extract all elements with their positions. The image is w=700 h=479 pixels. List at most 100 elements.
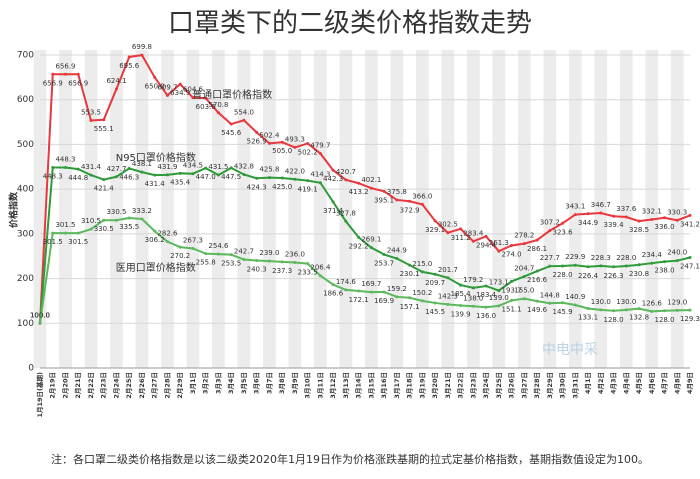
data-label: 172.1 (349, 296, 369, 304)
data-label: 447.0 (196, 173, 216, 181)
data-label: 502.4 (259, 131, 280, 139)
x-tick-label: 3月1日 (189, 372, 197, 394)
point (573, 263, 577, 267)
point (433, 219, 437, 223)
data-label: 138.0 (463, 294, 483, 302)
point (637, 219, 641, 223)
x-tick-label: 3月3日 (214, 372, 222, 394)
series-line (39, 54, 691, 324)
data-label: 204.7 (514, 264, 534, 272)
data-label: 292.2 (349, 242, 369, 250)
point (433, 301, 437, 305)
data-label: 438.1 (132, 160, 152, 168)
data-label: 255.8 (196, 259, 216, 267)
data-label: 604.6 (183, 86, 204, 94)
point (38, 321, 42, 325)
data-label: 427.7 (106, 165, 126, 173)
band (390, 50, 404, 368)
point (650, 261, 654, 265)
point (624, 264, 628, 268)
point (127, 55, 131, 59)
point (318, 152, 322, 156)
y-tick-label: 300 (17, 229, 34, 239)
x-tick-label: 3月17日 (393, 372, 401, 399)
band (84, 50, 98, 368)
data-label: 173.1 (489, 279, 509, 287)
data-label: 159.2 (387, 285, 407, 293)
data-label: 129.3 (680, 315, 700, 323)
band (594, 50, 608, 368)
x-tick-label: 3月26日 (508, 372, 516, 399)
data-label: 253.5 (221, 260, 241, 268)
data-label: 337.6 (616, 205, 637, 213)
series-name: N95口罩价格指数 (116, 151, 196, 164)
x-tick-label: 3月5日 (240, 372, 248, 394)
data-label: 157.1 (400, 303, 420, 311)
point (76, 72, 80, 76)
band (645, 50, 659, 368)
data-label: 420.7 (336, 168, 356, 176)
y-axis-label: 价格指数 (8, 191, 20, 228)
point (63, 166, 67, 170)
data-label: 140.9 (565, 293, 585, 301)
point (191, 246, 195, 250)
point (688, 256, 692, 260)
point (650, 309, 654, 313)
point (471, 304, 475, 308)
point (637, 263, 641, 267)
data-label: 493.3 (285, 135, 305, 143)
data-label: 242.7 (234, 247, 254, 255)
data-label: 656.9 (43, 79, 63, 87)
data-label: 307.2 (540, 219, 560, 227)
data-label: 237.3 (272, 267, 292, 275)
point (459, 303, 463, 307)
x-tick-label: 3月2日 (202, 372, 210, 394)
point (127, 166, 131, 170)
point (535, 269, 539, 273)
point (165, 240, 169, 244)
data-label: 150.2 (412, 289, 432, 297)
y-tick-label: 500 (17, 140, 34, 150)
point (395, 198, 399, 202)
point (191, 96, 195, 100)
x-tick-label: 3月14日 (355, 372, 363, 399)
point (216, 111, 220, 115)
point (586, 306, 590, 310)
data-label: 267.3 (183, 236, 203, 244)
x-tick-label: 3月13日 (342, 372, 350, 399)
data-label: 301.5 (68, 238, 88, 246)
point (63, 231, 67, 235)
point (573, 213, 577, 217)
point (561, 301, 565, 305)
x-tick-label: 3月24日 (482, 372, 490, 399)
y-tick-label: 400 (17, 185, 34, 195)
point (637, 307, 641, 311)
x-tick-label: 3月23日 (469, 372, 477, 399)
data-label: 216.6 (527, 276, 548, 284)
x-tick-label: 4月2日 (597, 372, 605, 394)
data-label: 100.0 (30, 311, 50, 319)
chart-title: 口罩类下的二级类价格指数走势 (168, 9, 532, 39)
point (153, 75, 157, 79)
point (484, 234, 488, 238)
data-label: 239.0 (259, 249, 279, 257)
point (408, 296, 412, 300)
point (357, 289, 361, 293)
data-label: 695.6 (119, 62, 140, 70)
point (255, 176, 259, 180)
x-tick-label: 3月21日 (444, 372, 452, 399)
data-label: 424.3 (247, 183, 267, 191)
data-label: 254.6 (208, 242, 229, 250)
point (280, 260, 284, 264)
point (586, 212, 590, 216)
data-label: 603.6 (196, 103, 217, 111)
data-label: 554.0 (234, 108, 254, 116)
band (365, 50, 378, 368)
data-label: 230.1 (400, 270, 420, 278)
point (599, 211, 603, 215)
data-label: 545.6 (221, 129, 242, 137)
point (306, 262, 310, 266)
point (510, 279, 514, 283)
point (331, 200, 335, 204)
point (140, 170, 144, 174)
